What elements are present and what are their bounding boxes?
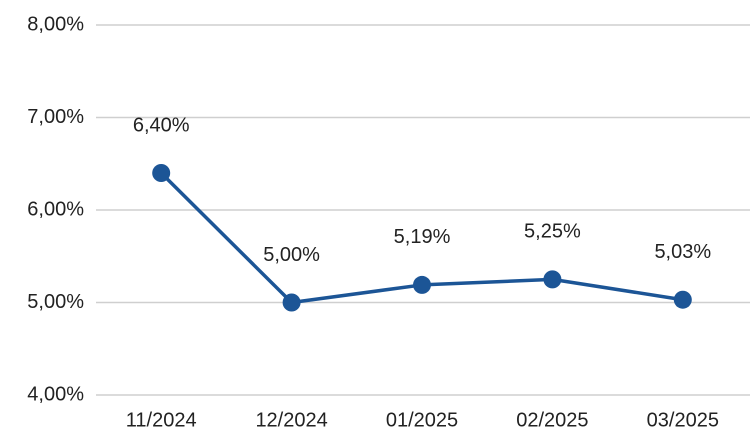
- data-label: 5,00%: [263, 244, 320, 266]
- point: [282, 293, 301, 312]
- data-label: 5,25%: [524, 221, 581, 243]
- data-label: 5,03%: [654, 241, 711, 263]
- x-tick-label: 01/2025: [386, 409, 458, 431]
- point: [152, 164, 171, 182]
- y-tick-label: 7,00%: [27, 106, 84, 128]
- y-tick-label: 4,00%: [27, 383, 84, 405]
- point: [673, 290, 692, 309]
- data-label: 5,19%: [394, 226, 451, 248]
- data-label: 6,40%: [133, 114, 190, 136]
- y-tick-label: 6,00%: [27, 198, 84, 220]
- x-tick-label: 12/2024: [255, 409, 327, 431]
- x-tick-label: 02/2025: [516, 409, 588, 431]
- x-tick-label: 03/2025: [647, 409, 719, 431]
- y-tick-label: 8,00%: [27, 13, 84, 35]
- y-tick-label: 5,00%: [27, 291, 84, 313]
- x-tick-label: 11/2024: [126, 409, 197, 431]
- point: [413, 275, 431, 294]
- point: [543, 270, 562, 289]
